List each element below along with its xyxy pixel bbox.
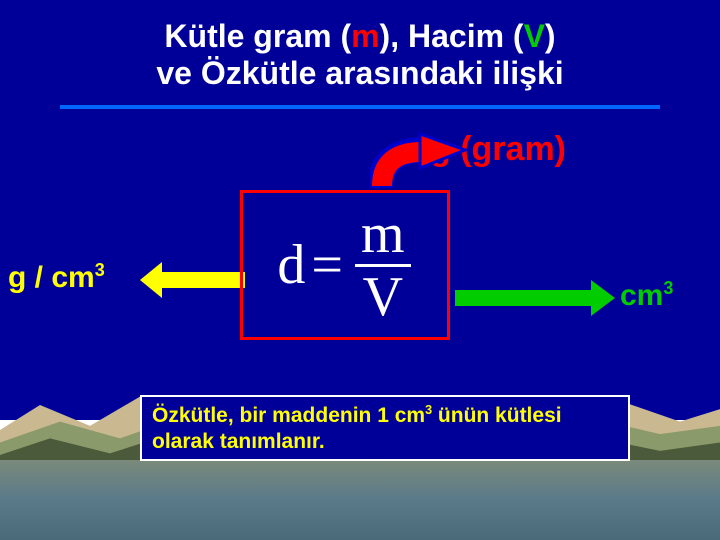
title-text-3: ) (545, 18, 556, 54)
left-label-sup: 3 (95, 260, 105, 280)
formula-denominator: V (355, 264, 411, 325)
title-text-1: Kütle gram ( (164, 18, 351, 54)
arrow-to-density (140, 260, 245, 300)
formula-equals: = (311, 233, 343, 297)
slide-container: Kütle gram (m), Hacim (V) ve Özkütle ara… (0, 0, 720, 540)
right-label-sup: 3 (663, 278, 673, 298)
label-volume-unit: cm3 (620, 278, 673, 313)
label-density-unit: g / cm3 (8, 260, 105, 295)
arrow-to-volume (455, 278, 615, 318)
background-water (0, 460, 720, 540)
title-underline (60, 105, 660, 109)
title-text-2: ), Hacim ( (380, 18, 524, 54)
formula-d: d (277, 233, 305, 297)
left-label-pre: g / cm (8, 261, 95, 294)
title-v: V (524, 18, 545, 54)
title-line2: ve Özkütle arasındaki ilişki (156, 55, 563, 91)
slide-title: Kütle gram (m), Hacim (V) ve Özkütle ara… (0, 18, 720, 92)
definition-box: Özkütle, bir maddenin 1 cm3 ünün kütlesi… (140, 395, 630, 461)
definition-pre: Özkütle, bir maddenin 1 cm (152, 404, 425, 427)
formula-fraction: m V (353, 206, 413, 325)
density-formula: d = m V (277, 206, 412, 325)
right-label-pre: cm (620, 279, 663, 312)
formula-numerator: m (353, 206, 413, 264)
formula-box: d = m V (240, 190, 450, 340)
title-m: m (351, 18, 379, 54)
